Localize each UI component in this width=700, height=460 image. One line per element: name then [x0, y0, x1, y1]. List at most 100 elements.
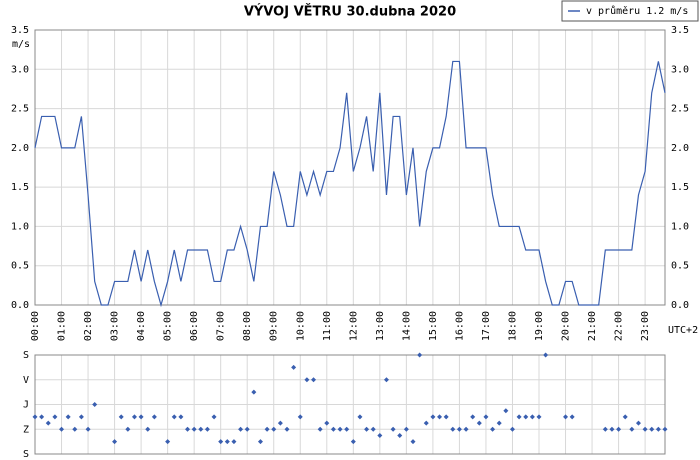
- point: [629, 426, 635, 432]
- y-tick-label-right: 1.0: [671, 221, 689, 232]
- point: [655, 426, 661, 432]
- x-tick-label: 11:00: [322, 311, 333, 341]
- point: [277, 420, 283, 426]
- point: [251, 389, 257, 395]
- point: [330, 426, 336, 432]
- y-tick-label-right: 2.0: [671, 143, 689, 154]
- point: [45, 420, 51, 426]
- point: [198, 426, 204, 432]
- point: [496, 420, 502, 426]
- point: [85, 426, 91, 432]
- point: [297, 414, 303, 420]
- legend-box: [561, 0, 699, 22]
- point: [138, 414, 144, 420]
- point: [476, 420, 482, 426]
- point: [483, 414, 489, 420]
- x-tick-label: 09:00: [269, 311, 280, 341]
- x-tick-label: 08:00: [242, 311, 253, 341]
- point: [509, 426, 515, 432]
- x-tick-label: 00:00: [30, 311, 41, 341]
- y-tick-label: 0.0: [11, 300, 29, 311]
- point: [185, 426, 191, 432]
- y-tick-label: 1.5: [11, 182, 29, 193]
- point: [423, 420, 429, 426]
- point: [39, 414, 45, 420]
- point: [602, 426, 608, 432]
- point: [609, 426, 615, 432]
- point: [662, 426, 668, 432]
- point: [503, 408, 509, 414]
- y-tick-label: S: [23, 449, 29, 460]
- point: [344, 426, 350, 432]
- point: [125, 426, 131, 432]
- x-tick-label: 06:00: [189, 311, 200, 341]
- point: [118, 414, 124, 420]
- point: [377, 432, 383, 438]
- y-tick-label: S: [23, 350, 29, 361]
- x-tick-label: 10:00: [295, 311, 306, 341]
- point: [490, 426, 496, 432]
- x-tick-label: 05:00: [163, 311, 174, 341]
- point: [131, 414, 137, 420]
- point: [529, 414, 535, 420]
- point: [390, 426, 396, 432]
- point: [450, 426, 456, 432]
- line-series: [34, 60, 666, 308]
- y-tick-label: 0.5: [11, 261, 29, 272]
- x-tick-label: 14:00: [401, 311, 412, 341]
- point: [443, 414, 449, 420]
- y-tick-label: 2.0: [11, 143, 29, 154]
- x-tick-label: 17:00: [481, 311, 492, 341]
- point: [536, 414, 542, 420]
- y-tick-label-right: 1.5: [671, 182, 689, 193]
- point: [238, 426, 244, 432]
- point: [151, 414, 157, 420]
- y-tick-label: 2.5: [11, 104, 29, 115]
- y-tick-label: J: [23, 400, 29, 411]
- point: [350, 439, 356, 445]
- x-tick-label: 16:00: [454, 311, 465, 341]
- point: [437, 414, 443, 420]
- y-tick-label-right: 3.5: [671, 25, 689, 36]
- y-tick-label: 3.0: [11, 64, 29, 75]
- x-tick-label: 13:00: [375, 311, 386, 341]
- point: [65, 414, 71, 420]
- chart-title: VÝVOJ VĚTRU 30.dubna 2020: [244, 4, 456, 20]
- x-tick-label: 21:00: [587, 311, 598, 341]
- point: [224, 439, 230, 445]
- x-tick-label: 18:00: [507, 311, 518, 341]
- point: [78, 414, 84, 420]
- point: [311, 377, 317, 383]
- point: [231, 439, 237, 445]
- point: [569, 414, 575, 420]
- legend-label: v průměru 1.2 m/s: [586, 5, 688, 17]
- y-axis-label: m/s: [12, 39, 30, 50]
- x-tick-label: 07:00: [216, 311, 227, 341]
- y-tick-label: V: [23, 375, 29, 386]
- point: [523, 414, 529, 420]
- point: [92, 402, 98, 407]
- point: [59, 426, 65, 432]
- point: [244, 426, 250, 432]
- x-tick-label: 03:00: [110, 311, 121, 341]
- point: [178, 414, 184, 420]
- point: [337, 426, 343, 432]
- point: [317, 426, 323, 432]
- point: [284, 426, 290, 432]
- y-tick-label-right: 0.0: [671, 300, 689, 311]
- y-tick-label: Z: [23, 424, 29, 435]
- x-tick-label: 22:00: [614, 311, 625, 341]
- x-tick-label: 15:00: [428, 311, 439, 341]
- point: [204, 426, 210, 432]
- point: [430, 414, 436, 420]
- y-tick-label-right: 3.0: [671, 64, 689, 75]
- point: [291, 364, 297, 370]
- point: [218, 439, 224, 445]
- point: [403, 426, 409, 432]
- point: [264, 426, 270, 432]
- x-tick-label: 01:00: [57, 311, 68, 341]
- x-axis-label: UTC+2: [668, 325, 698, 336]
- y-tick-label-right: 0.5: [671, 261, 689, 272]
